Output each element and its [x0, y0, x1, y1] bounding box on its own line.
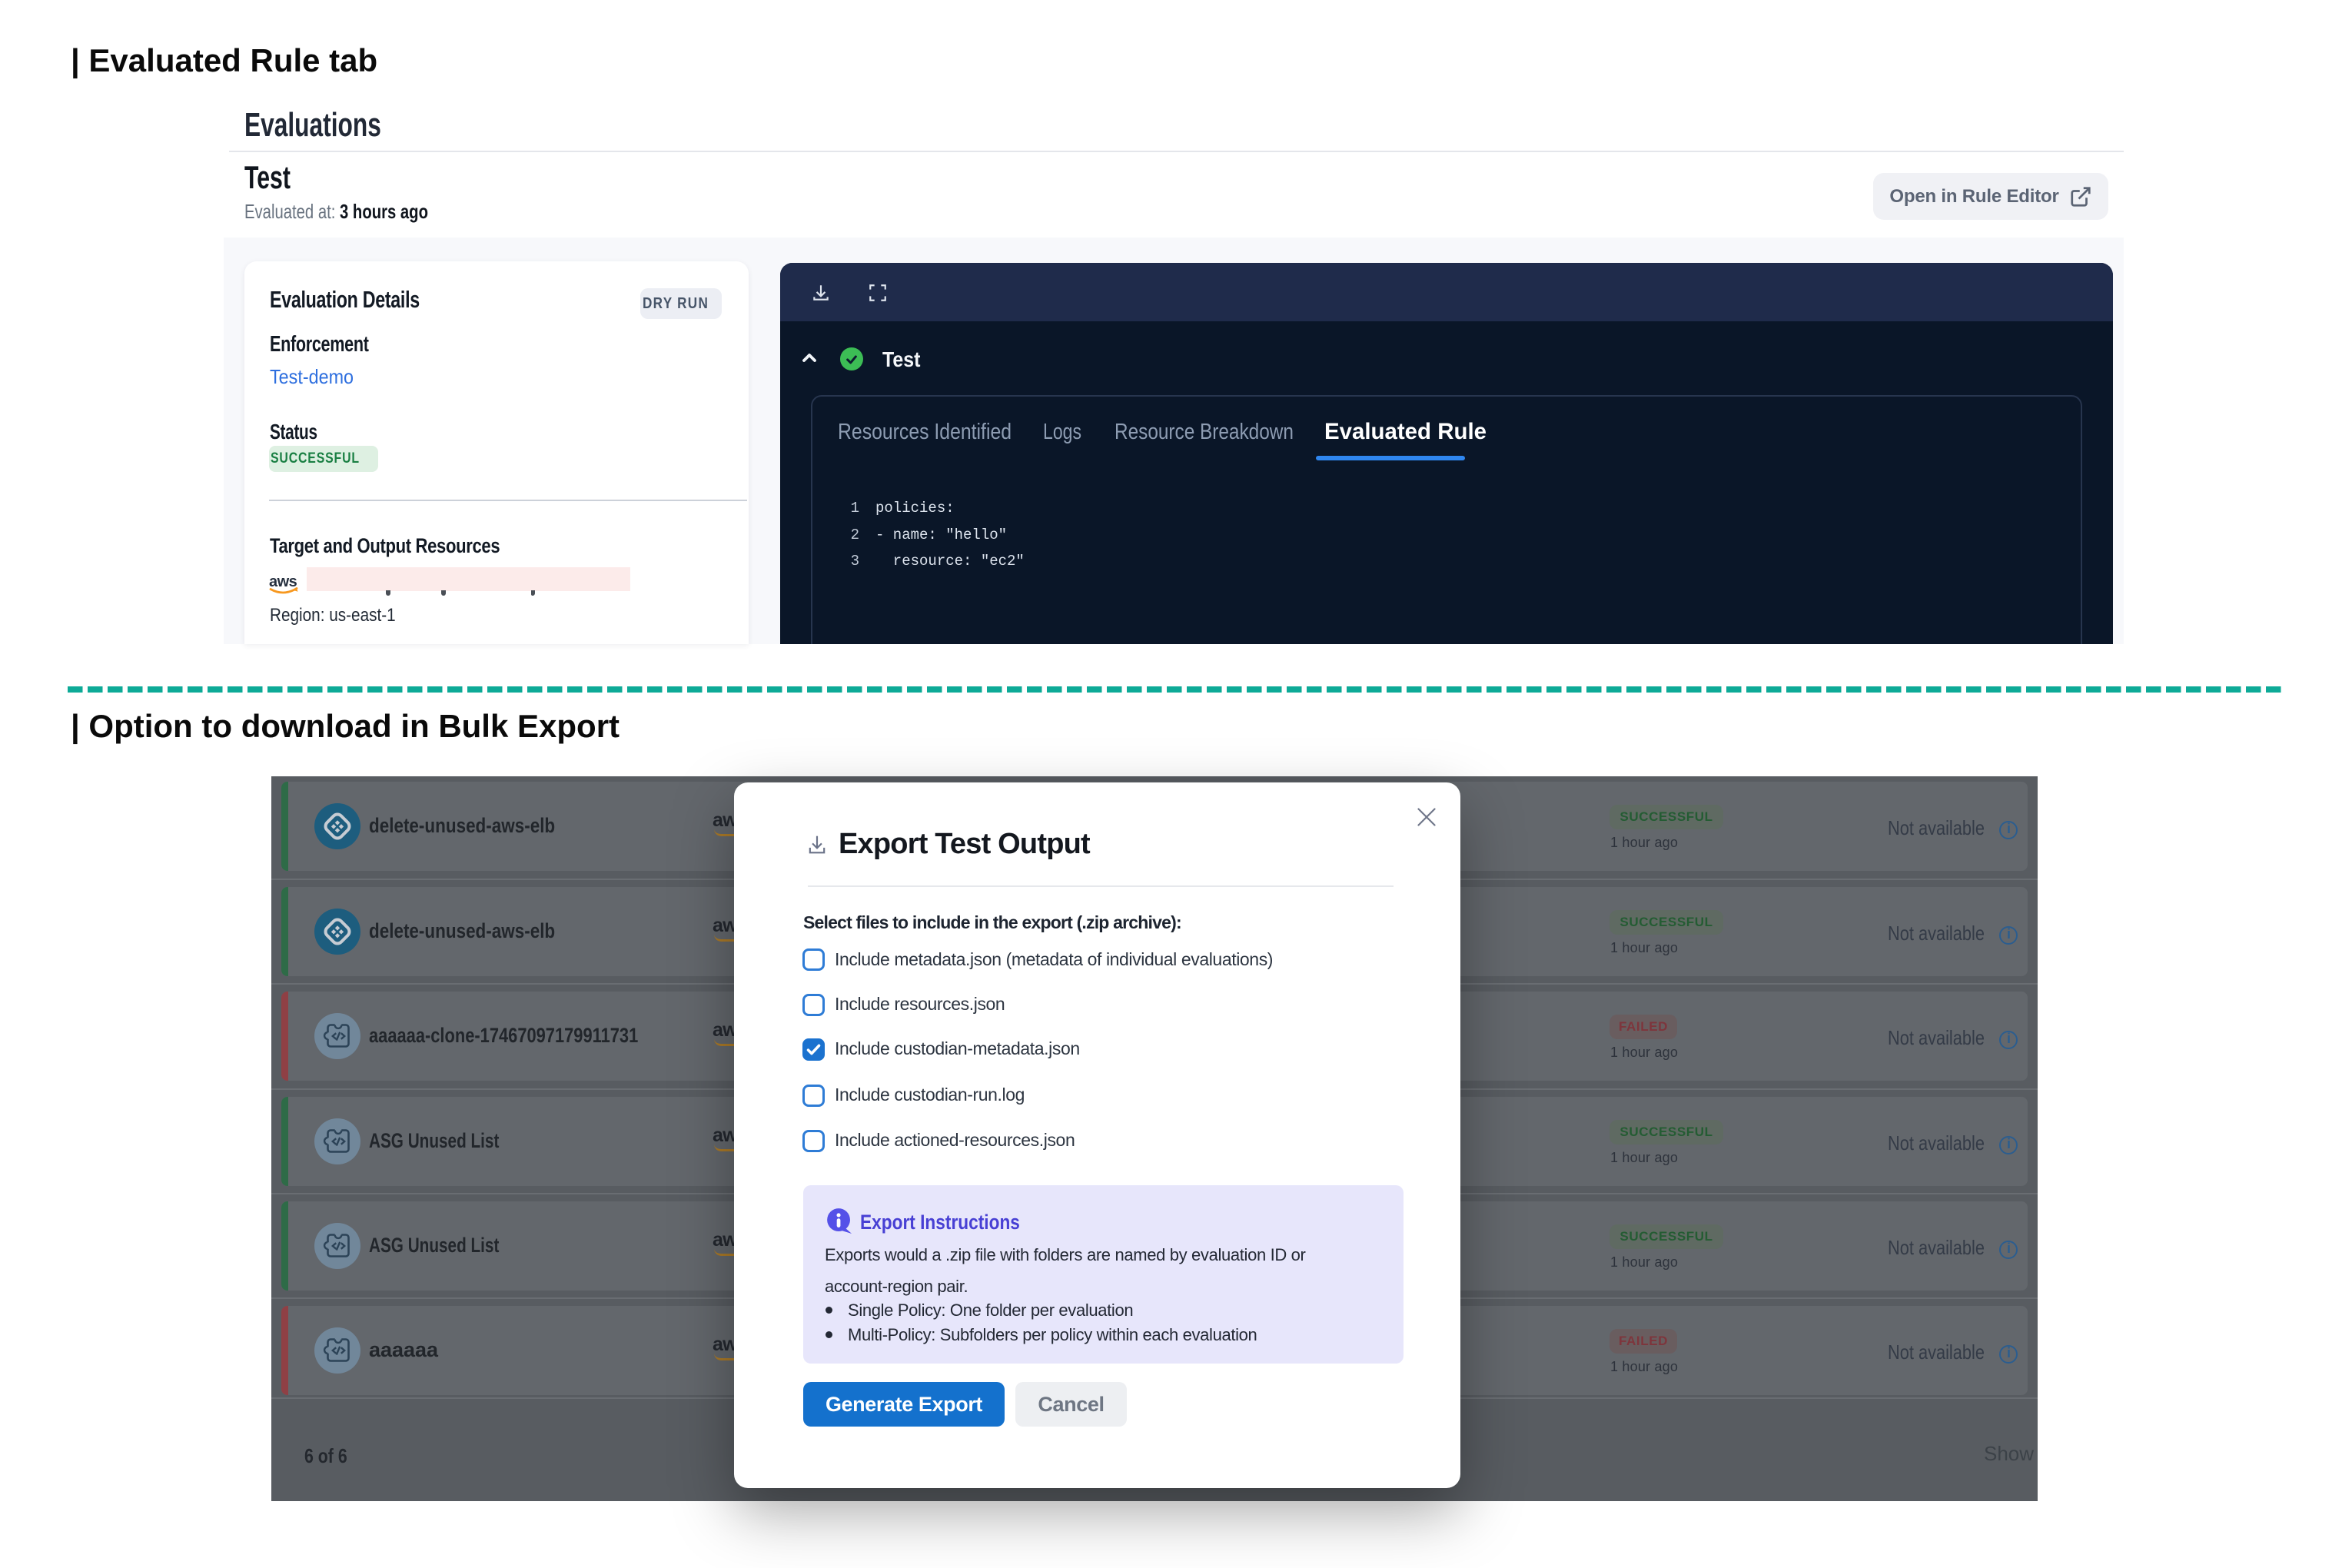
svg-text:aws: aws	[269, 573, 297, 590]
